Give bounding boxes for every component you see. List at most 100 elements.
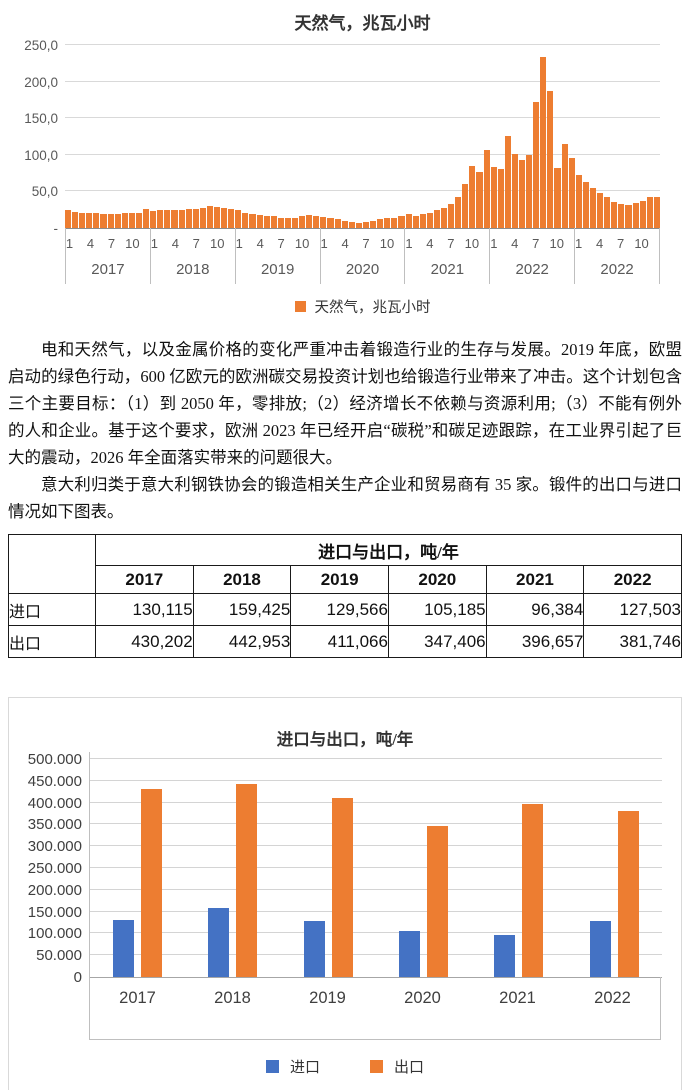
gas-price-bar bbox=[433, 210, 440, 228]
gas-price-bar bbox=[270, 216, 277, 228]
trade-bar bbox=[522, 804, 544, 977]
gas-price-bar bbox=[284, 218, 291, 228]
year-header: 2020 bbox=[387, 565, 487, 594]
table-cell: 129,566 bbox=[290, 593, 389, 626]
gas-chart-x-axis: 1 4 7 10 2017 1 4 7 10 2018 1 4 7 10 2019 1 4 7 10 2020 1 4 7 1… bbox=[65, 228, 661, 284]
bar-series bbox=[65, 40, 660, 228]
y-axis-label: 0 bbox=[73, 969, 82, 986]
gridline bbox=[65, 153, 660, 155]
gas-price-bar bbox=[235, 210, 242, 228]
gas-price-bar bbox=[398, 216, 405, 228]
gas-price-bar bbox=[228, 208, 235, 228]
month-tick: 10 bbox=[634, 236, 649, 251]
month-tick: 1 bbox=[320, 236, 328, 251]
month-tick: 4 bbox=[171, 236, 179, 251]
gas-price-bar bbox=[426, 212, 433, 228]
gas-price-bar bbox=[320, 217, 327, 228]
gas-price-bar bbox=[483, 149, 490, 228]
gas-price-bar bbox=[618, 203, 625, 228]
gas-price-bar bbox=[476, 172, 483, 228]
year-header: 2019 bbox=[290, 565, 389, 594]
gas-price-bar bbox=[391, 217, 398, 228]
gas-price-bar bbox=[128, 213, 135, 228]
gas-price-bar bbox=[370, 221, 377, 228]
gas-chart-plot: 250,0 200,0 150,0 100,0 50,0 - bbox=[24, 38, 660, 236]
legend-swatch-orange bbox=[294, 301, 306, 312]
gas-price-bar bbox=[121, 213, 128, 228]
month-tick: 4 bbox=[511, 236, 519, 251]
year-label: 2022 bbox=[515, 261, 549, 278]
bar-groups bbox=[90, 752, 662, 977]
year-label: 2022 bbox=[594, 989, 631, 1007]
y-axis-label: 50,0 bbox=[31, 184, 58, 200]
gridline bbox=[90, 910, 662, 912]
gas-price-bar bbox=[384, 218, 391, 228]
y-axis-label: 150,0 bbox=[24, 111, 58, 127]
legend-item: 进口 bbox=[265, 1056, 320, 1077]
month-tick: 7 bbox=[192, 236, 200, 251]
table-row: 进口 130,115 159,425 129,566 105,185 96,38… bbox=[8, 593, 682, 626]
bar-group bbox=[567, 752, 662, 977]
gridline bbox=[65, 190, 660, 192]
legend-item: 出口 bbox=[370, 1056, 424, 1077]
y-axis-label: 400.000 bbox=[27, 794, 82, 812]
gridline bbox=[90, 823, 662, 825]
month-tick: 1 bbox=[490, 236, 498, 251]
gas-price-bar bbox=[405, 214, 412, 228]
month-tick: 10 bbox=[210, 236, 225, 251]
trade-bar bbox=[494, 934, 516, 977]
gas-price-bar bbox=[242, 212, 249, 228]
table-cell: 130,115 bbox=[95, 593, 194, 626]
trade-bar bbox=[303, 920, 325, 977]
trade-bar bbox=[208, 907, 230, 977]
gas-price-bar bbox=[72, 211, 79, 228]
bar-group bbox=[90, 752, 185, 977]
y-axis-label: 250.000 bbox=[27, 860, 82, 877]
gridline bbox=[90, 932, 662, 934]
table-cell: 159,425 bbox=[192, 593, 292, 626]
year-label: 2018 bbox=[214, 989, 251, 1007]
gas-price-bar bbox=[419, 214, 426, 228]
gridline bbox=[65, 117, 660, 119]
month-tick: 7 bbox=[447, 236, 455, 251]
table-cell: 96,384 bbox=[485, 593, 585, 626]
year-label: 2019 bbox=[309, 989, 346, 1007]
month-tick: 4 bbox=[256, 236, 264, 251]
gas-price-bar bbox=[206, 206, 213, 228]
y-axis-label: 450.000 bbox=[27, 772, 82, 790]
trade-table: 进口与出口，吨/年 2017 2018 2019 2020 2021 2022 … bbox=[8, 534, 682, 658]
gas-price-bar bbox=[114, 214, 121, 228]
bar-group bbox=[471, 752, 566, 977]
y-axis-label: 200.000 bbox=[27, 881, 82, 899]
gas-price-bar bbox=[164, 210, 171, 228]
gas-price-bar bbox=[490, 166, 497, 228]
y-axis-label: - bbox=[53, 221, 59, 236]
table-cell: 411,066 bbox=[290, 625, 389, 658]
gas-price-bar bbox=[157, 210, 164, 228]
gas-price-bar bbox=[646, 197, 653, 228]
year-label: 2021 bbox=[499, 989, 536, 1007]
bar-group bbox=[185, 752, 280, 977]
month-tick: 10 bbox=[549, 236, 564, 251]
gas-price-bar bbox=[299, 215, 306, 228]
gas-price-bar bbox=[455, 197, 462, 228]
gas-price-bar bbox=[79, 212, 86, 228]
row-label: 出口 bbox=[8, 625, 96, 658]
gas-price-bar bbox=[221, 208, 228, 228]
year-group: 1 4 7 10 2019 bbox=[234, 228, 320, 284]
trade-chart-plot: 500.000 450.000 400.000 350.000 300.000 250.0… bbox=[28, 751, 662, 986]
gas-price-bar bbox=[135, 212, 143, 228]
month-tick: 4 bbox=[596, 236, 604, 251]
gas-price-bar bbox=[547, 91, 554, 228]
month-tick: 7 bbox=[532, 236, 540, 251]
year-label: 2017 bbox=[91, 261, 125, 278]
year-label: 2020 bbox=[345, 261, 380, 278]
table-span-header: 进口与出口，吨/年 bbox=[95, 534, 682, 566]
body-text: 电和天然气，以及金属价格的变化严重冲击着锻造行业的生存与发展。2019 年底，欧… bbox=[0, 320, 690, 525]
row-label: 进口 bbox=[8, 593, 96, 626]
trade-chart-legend: 进口 出口 bbox=[9, 1056, 681, 1077]
gas-price-bar bbox=[86, 213, 93, 228]
gridline bbox=[90, 954, 662, 956]
gas-price-bar bbox=[412, 215, 419, 228]
